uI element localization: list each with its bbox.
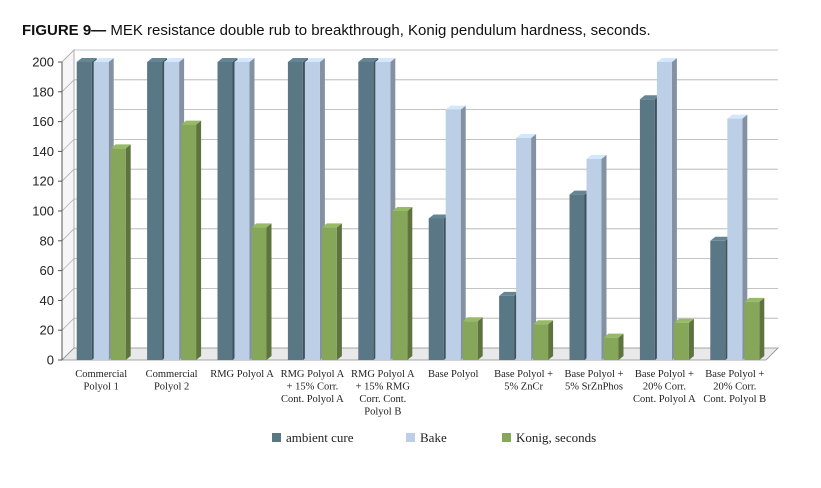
y-tick-label: 20 [40, 323, 54, 338]
bar-bake [727, 114, 748, 361]
x-tick-label: RMG Polyol A + 15% Corr. Cont. Polyol A [281, 369, 345, 405]
gridline-side [61, 168, 75, 182]
bar-konig-seconds [110, 144, 131, 360]
legend-item: Konig, seconds [502, 430, 596, 445]
legend-label: Bake [420, 430, 447, 445]
y-tick-label: 60 [40, 263, 54, 278]
bar-bake [445, 105, 466, 361]
bar-konig-seconds [251, 223, 272, 360]
bar-layer [76, 58, 765, 361]
y-tick-label: 200 [32, 55, 54, 70]
gridline-side [61, 317, 75, 331]
legend-label: ambient cure [286, 430, 354, 445]
y-tick-label: 140 [32, 144, 54, 159]
y-tick-label: 120 [32, 174, 54, 189]
y-tick-label: 40 [40, 293, 54, 308]
y-tick-label: 100 [32, 204, 54, 219]
x-tick-label: Base Polyol [428, 369, 479, 380]
x-tick-label: Base Polyol +5% ZnCr [494, 369, 553, 393]
legend-item: Bake [406, 430, 447, 445]
gridline-side [61, 49, 75, 63]
bar-konig-seconds [181, 120, 202, 360]
legend-swatch [406, 433, 415, 442]
gridline-side [61, 139, 75, 152]
x-tick-label: Commercial Polyol 2 [146, 369, 198, 393]
legend-label: Konig, seconds [516, 430, 596, 445]
chart-title: FIGURE 9— MEK resistance double rub to b… [22, 22, 651, 39]
chart-title-prefix: FIGURE 9— [22, 22, 111, 39]
y-axis: 0 20 40 60 80 100 120 140 160 180 200 [32, 55, 63, 368]
bar-konig-seconds [744, 297, 765, 360]
gridline-side [61, 198, 75, 212]
bar-konig-seconds [392, 207, 413, 360]
legend-swatch [502, 433, 511, 442]
x-tick-label: RMG Polyol A + 15% RMG Corr. Cont. Polyol B [351, 369, 415, 418]
gridline-side [61, 109, 75, 122]
x-tick-label: RMG Polyol A [210, 369, 274, 380]
y-tick-label: 180 [32, 84, 54, 99]
bar-bake [516, 133, 537, 360]
y-tick-label: 160 [32, 114, 54, 129]
gridline-side [61, 79, 75, 93]
bar-konig-seconds [462, 317, 483, 360]
x-tick-label: Base Polyol +20% Corr. Cont. Polyol A [633, 369, 696, 405]
legend: ambient cure Bake Konig, seconds [272, 430, 596, 445]
legend-item: ambient cure [272, 430, 354, 445]
legend-swatch [272, 433, 281, 442]
x-tick-label: Commercial Polyol 1 [75, 369, 127, 393]
gridline-side [61, 288, 75, 301]
gridline-side [61, 228, 75, 242]
y-tick-label: 80 [40, 233, 54, 248]
bar-bake [375, 58, 396, 360]
gridline-side [61, 258, 75, 271]
bar-konig-seconds [673, 318, 694, 360]
bar-bake [586, 154, 607, 360]
bar-konig-seconds [603, 333, 624, 360]
chart-title-main: MEK resistance double rub to breakthroug… [110, 22, 651, 39]
x-tick-label: Base Polyol +20% Corr. Cont. Polyol B [703, 369, 766, 405]
y-tick-label: 0 [47, 353, 54, 368]
bar-bake [234, 58, 255, 360]
bar-konig-seconds [533, 320, 554, 360]
bar-konig-seconds [321, 223, 342, 360]
x-tick-label: Base Polyol +5% SrZnPhos [564, 369, 623, 393]
x-axis-labels: Commercial Polyol 1 Commercial Polyol 2 RMG … [75, 369, 766, 418]
bar-bake [656, 58, 677, 360]
